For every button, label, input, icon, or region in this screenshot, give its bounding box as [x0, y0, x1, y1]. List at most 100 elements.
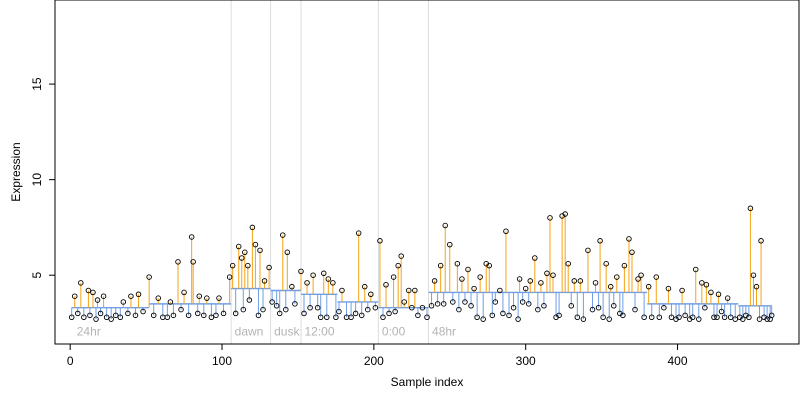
data-point — [620, 312, 626, 319]
phase-label: dusk — [274, 324, 300, 338]
data-point — [768, 312, 775, 319]
x-tick-label: 100 — [212, 354, 232, 368]
data-point — [266, 264, 272, 271]
data-point — [314, 304, 321, 311]
phase-label: dawn — [235, 324, 264, 338]
data-point — [541, 303, 547, 309]
data-point — [406, 287, 412, 294]
data-point — [167, 299, 174, 305]
phase-label: 0:00 — [382, 324, 406, 338]
data-point — [229, 262, 236, 269]
data-point — [181, 289, 187, 296]
data-point — [333, 314, 339, 320]
data-point — [94, 297, 101, 303]
data-point — [178, 306, 184, 313]
data-point — [257, 247, 263, 254]
data-point — [135, 291, 142, 298]
data-point — [547, 215, 553, 221]
data-point — [204, 295, 210, 301]
data-point — [175, 259, 181, 265]
data-point — [273, 303, 280, 309]
data-point — [226, 274, 233, 280]
data-point — [368, 291, 374, 298]
phase-label: 12:00 — [304, 324, 334, 338]
x-tick-label: 400 — [668, 354, 688, 368]
point-layer — [68, 205, 775, 322]
data-point — [480, 316, 486, 322]
data-point — [150, 312, 157, 319]
data-point — [383, 282, 389, 288]
x-tick-label: 300 — [516, 354, 536, 368]
data-point — [75, 310, 81, 317]
data-point — [261, 278, 268, 284]
data-point — [603, 260, 609, 267]
data-point — [574, 314, 581, 320]
data-point — [117, 314, 124, 320]
data-point — [390, 274, 397, 280]
data-point — [355, 230, 362, 236]
data-point — [401, 299, 407, 305]
data-point — [611, 303, 617, 309]
data-point — [459, 276, 465, 282]
data-point — [562, 211, 568, 217]
data-point — [614, 274, 620, 280]
data-point — [764, 316, 770, 322]
data-point — [510, 304, 517, 311]
data-point — [120, 299, 127, 305]
data-point — [365, 306, 371, 313]
data-point — [756, 316, 763, 322]
data-point — [196, 293, 202, 299]
data-point — [696, 316, 702, 322]
data-point — [740, 316, 746, 322]
data-point — [301, 310, 307, 317]
data-point — [246, 297, 253, 303]
data-point — [556, 312, 562, 319]
data-point — [372, 304, 379, 311]
data-point — [516, 276, 523, 282]
data-point — [679, 287, 685, 294]
data-point — [336, 308, 342, 315]
data-point — [703, 282, 710, 288]
data-point — [606, 316, 612, 322]
data-point — [392, 308, 398, 315]
y-axis-title: Expression — [9, 142, 23, 201]
stem-layer — [71, 208, 773, 320]
data-point — [339, 287, 345, 294]
data-point — [474, 314, 480, 320]
data-point — [753, 283, 760, 290]
data-point — [492, 299, 499, 305]
data-point — [108, 316, 114, 322]
data-point — [632, 306, 638, 313]
data-point — [298, 268, 304, 275]
data-point — [656, 314, 663, 320]
data-point — [471, 285, 477, 292]
x-tick-label: 200 — [364, 354, 384, 368]
data-point — [522, 285, 529, 292]
data-point — [714, 314, 720, 320]
data-point — [497, 287, 503, 294]
data-point — [629, 249, 635, 256]
data-point — [532, 255, 538, 261]
data-point — [269, 299, 275, 305]
data-point — [503, 228, 509, 234]
data-point — [724, 295, 731, 301]
data-point — [255, 312, 262, 319]
data-point — [428, 303, 435, 309]
data-point — [304, 280, 310, 286]
data-point — [527, 278, 533, 284]
data-point — [81, 314, 87, 320]
data-point — [699, 280, 705, 286]
data-point — [112, 312, 119, 319]
data-point — [607, 283, 614, 290]
data-point — [727, 314, 734, 320]
data-point — [358, 312, 365, 319]
data-point — [280, 232, 286, 238]
data-point — [544, 270, 550, 277]
data-point — [442, 222, 448, 229]
data-point — [220, 310, 227, 317]
data-point — [216, 295, 222, 301]
data-point — [758, 238, 764, 244]
data-point — [538, 280, 544, 286]
data-point — [732, 316, 738, 322]
